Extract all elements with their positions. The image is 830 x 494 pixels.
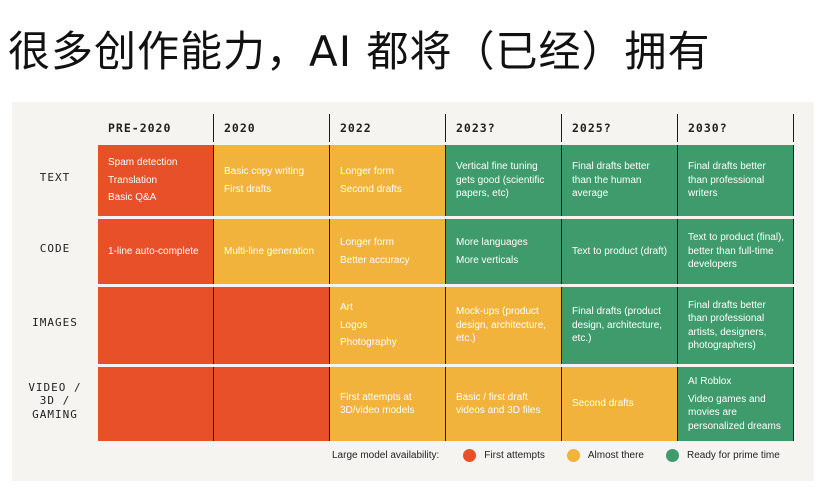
table-cell: Text to product (draft) bbox=[562, 219, 678, 284]
table-cell: Longer form Second drafts bbox=[330, 145, 446, 216]
legend: Large model availability: First attempts… bbox=[332, 445, 780, 465]
table-cell: Second drafts bbox=[562, 367, 678, 441]
table-cell: Mock-ups (product design, architecture, … bbox=[446, 287, 562, 364]
cell-text: First drafts bbox=[224, 183, 272, 195]
cell-text: Final drafts (product design, architectu… bbox=[572, 306, 663, 345]
cell-text: Longer form bbox=[340, 166, 394, 177]
column-header: 2020 bbox=[214, 114, 330, 142]
table-cell: More languages More verticals bbox=[446, 219, 562, 284]
column-header: PRE-2020 bbox=[98, 114, 214, 142]
table-cell: Longer form Better accuracy bbox=[330, 219, 446, 284]
cell-text: Spam detection bbox=[108, 157, 178, 169]
cell-text: Multi-line generation bbox=[224, 245, 315, 257]
cell-text: Second drafts bbox=[572, 398, 634, 410]
column-header: 2022 bbox=[330, 114, 446, 142]
cell-text: Logos bbox=[340, 319, 368, 331]
cell-text: Basic copy writing bbox=[224, 166, 305, 177]
table-cell: Spam detection Translation Basic Q&A bbox=[98, 145, 214, 216]
cell-text: Vertical fine tuning gets good (scientif… bbox=[456, 161, 545, 200]
table-cell: Final drafts (product design, architectu… bbox=[562, 287, 678, 364]
capability-table: PRE-2020 2020 2022 2023? 2025? 2030? Spam dete… bbox=[98, 114, 794, 441]
cell-text: Longer form bbox=[340, 237, 394, 248]
table-cell bbox=[214, 367, 330, 441]
cell-text: Basic Q&A bbox=[108, 192, 157, 204]
cell-text: Final drafts better than professional wr… bbox=[688, 161, 766, 200]
table-cell: Multi-line generation bbox=[214, 219, 330, 284]
page-title: 很多创作能力，AI 都将（已经）拥有 bbox=[8, 27, 711, 76]
table-cell: Vertical fine tuning gets good (scientif… bbox=[446, 145, 562, 216]
cell-text: Text to product (final), better than ful… bbox=[688, 232, 785, 271]
cell-text: More verticals bbox=[456, 254, 519, 266]
cell-text: Better accuracy bbox=[340, 254, 410, 266]
table-cell: 1-line auto-complete bbox=[98, 219, 214, 284]
cell-text: Photography bbox=[340, 337, 397, 349]
cell-text: Translation bbox=[108, 174, 158, 186]
column-header: 2025? bbox=[562, 114, 678, 142]
table-cell: Art Logos Photography bbox=[330, 287, 446, 364]
row-label: CODE bbox=[39, 241, 71, 255]
cell-text: AI Roblox bbox=[688, 376, 732, 387]
column-header: 2023? bbox=[446, 114, 562, 142]
cell-text: First attempts at 3D/video models bbox=[340, 391, 415, 417]
row-label: VIDEO /3D / GAMING bbox=[28, 381, 82, 421]
row-label: IMAGES bbox=[32, 315, 78, 329]
table-cell: First attempts at 3D/video models bbox=[330, 367, 446, 441]
table-cell bbox=[98, 287, 214, 364]
table-cell: Final drafts better than professional wr… bbox=[678, 145, 794, 216]
table-cell: AI Roblox Video games and movies are pers… bbox=[678, 367, 794, 441]
row-labels: TEXT CODE IMAGES VIDEO /3D / GAMING bbox=[12, 142, 98, 441]
table-cell: Basic copy writing First drafts bbox=[214, 145, 330, 216]
table-cell: Final drafts better than the human avera… bbox=[562, 145, 678, 216]
cell-text: Final drafts better than the human avera… bbox=[572, 161, 650, 200]
legend-label: First attempts bbox=[484, 449, 545, 461]
chart-panel: TEXT CODE IMAGES VIDEO /3D / GAMING PRE-2020… bbox=[12, 102, 814, 481]
legend-label: Ready for prime time bbox=[687, 449, 780, 461]
cell-text: Text to product (draft) bbox=[572, 245, 668, 257]
cell-text: Art bbox=[340, 302, 353, 314]
legend-label: Almost there bbox=[587, 449, 644, 461]
cell-text: Final drafts better than professional ar… bbox=[688, 299, 767, 352]
row-label: TEXT bbox=[39, 170, 71, 184]
legend-dot-icon bbox=[463, 448, 477, 462]
column-header: 2030? bbox=[678, 114, 794, 142]
cell-text: Mock-ups (product design, architecture, … bbox=[456, 306, 547, 345]
table-cell bbox=[98, 367, 214, 441]
cell-text: More languages bbox=[456, 237, 528, 248]
legend-dot-icon bbox=[566, 448, 580, 462]
cell-text: Basic / first draft videos and 3D files bbox=[456, 391, 541, 417]
table-cell bbox=[214, 287, 330, 364]
legend-caption: Large model availability: bbox=[332, 449, 440, 461]
cell-text: Video games and movies are personalized … bbox=[688, 393, 781, 432]
table-cell: Text to product (final), better than ful… bbox=[678, 219, 794, 284]
cell-text: Second drafts bbox=[340, 183, 402, 195]
table-cell: Final drafts better than professional ar… bbox=[678, 287, 794, 364]
legend-dot-icon bbox=[666, 448, 679, 462]
cell-text: 1-line auto-complete bbox=[108, 245, 199, 257]
table-cell: Basic / first draft videos and 3D files bbox=[446, 367, 562, 441]
